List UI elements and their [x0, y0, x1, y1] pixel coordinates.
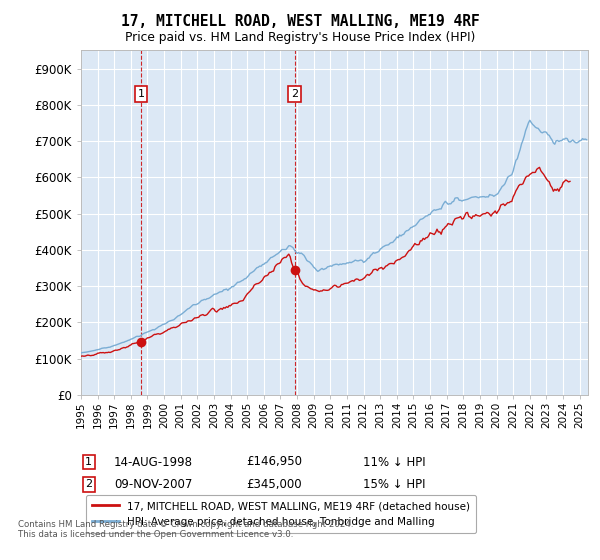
Legend: 17, MITCHELL ROAD, WEST MALLING, ME19 4RF (detached house), HPI: Average price, : 17, MITCHELL ROAD, WEST MALLING, ME19 4R… [86, 494, 476, 533]
Text: 2: 2 [85, 479, 92, 489]
Text: Price paid vs. HM Land Registry's House Price Index (HPI): Price paid vs. HM Land Registry's House … [125, 31, 475, 44]
Text: 17, MITCHELL ROAD, WEST MALLING, ME19 4RF: 17, MITCHELL ROAD, WEST MALLING, ME19 4R… [121, 14, 479, 29]
Text: £345,000: £345,000 [246, 478, 302, 491]
Text: Contains HM Land Registry data © Crown copyright and database right 2024.
This d: Contains HM Land Registry data © Crown c… [18, 520, 353, 539]
Text: 11% ↓ HPI: 11% ↓ HPI [363, 455, 425, 469]
Text: 15% ↓ HPI: 15% ↓ HPI [363, 478, 425, 491]
Text: 1: 1 [85, 457, 92, 467]
Text: £146,950: £146,950 [246, 455, 302, 469]
Text: 14-AUG-1998: 14-AUG-1998 [114, 455, 193, 469]
Text: 09-NOV-2007: 09-NOV-2007 [114, 478, 193, 491]
Text: 1: 1 [137, 89, 145, 99]
Text: 2: 2 [291, 89, 298, 99]
